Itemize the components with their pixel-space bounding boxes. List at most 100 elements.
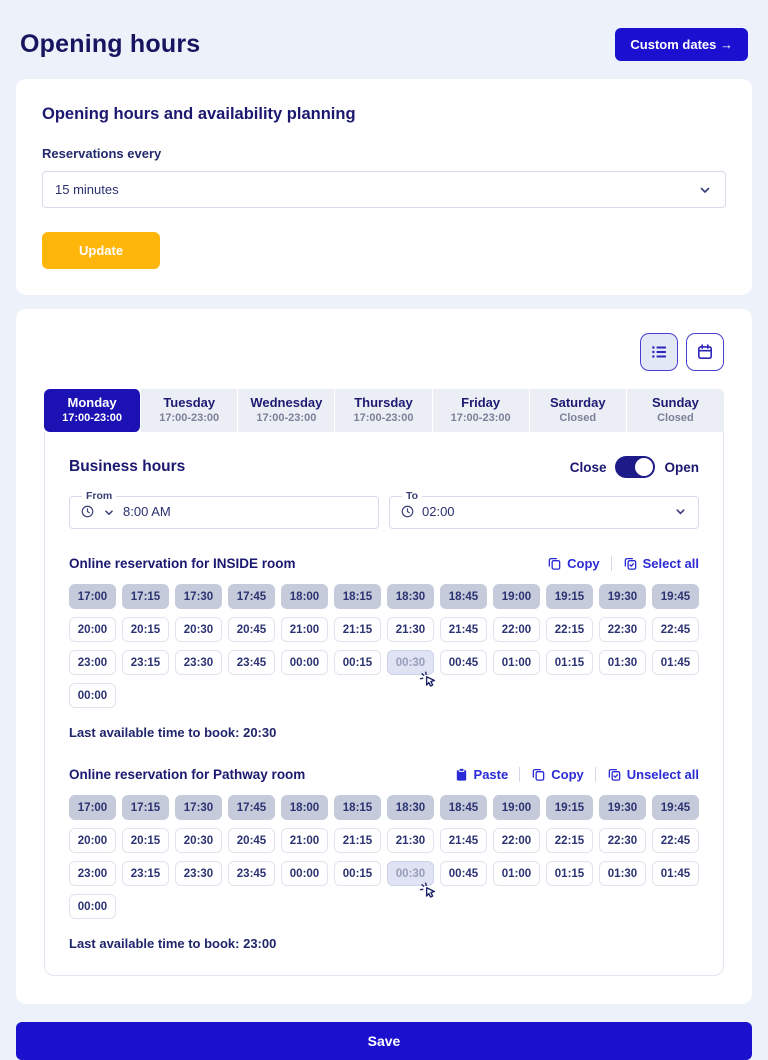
tab-saturday[interactable]: Saturday Closed	[529, 389, 627, 432]
time-slot-18:30[interactable]: 18:30	[387, 584, 434, 609]
tab-tuesday[interactable]: Tuesday 17:00-23:00	[141, 389, 239, 432]
time-slot-21:15[interactable]: 21:15	[334, 617, 381, 642]
time-slot-01:00[interactable]: 01:00	[493, 861, 540, 886]
to-time-field[interactable]: To 02:00	[389, 490, 699, 529]
time-slot-17:45[interactable]: 17:45	[228, 584, 275, 609]
time-slot-21:45[interactable]: 21:45	[440, 828, 487, 853]
time-slot-18:45[interactable]: 18:45	[440, 795, 487, 820]
time-slot-00:30[interactable]: 00:30	[387, 650, 436, 687]
close-label: Close	[569, 459, 607, 475]
time-slot-21:15[interactable]: 21:15	[334, 828, 381, 853]
tab-sunday[interactable]: Sunday Closed	[626, 389, 724, 432]
time-slot-00:45[interactable]: 00:45	[440, 650, 487, 675]
time-slot-19:15[interactable]: 19:15	[546, 795, 593, 820]
time-slot-17:15[interactable]: 17:15	[122, 795, 169, 820]
time-slot-23:30[interactable]: 23:30	[175, 650, 222, 675]
time-slot-21:30[interactable]: 21:30	[387, 617, 434, 642]
time-slot-01:00[interactable]: 01:00	[493, 650, 540, 675]
time-slot-00:00[interactable]: 00:00	[281, 650, 328, 675]
time-slot-18:00[interactable]: 18:00	[281, 795, 328, 820]
time-slot-00:30[interactable]: 00:30	[387, 861, 436, 898]
time-slot-23:45[interactable]: 23:45	[228, 650, 275, 675]
time-slot-18:15[interactable]: 18:15	[334, 584, 381, 609]
time-slot-01:30[interactable]: 01:30	[599, 650, 646, 675]
copy-action[interactable]: Copy	[547, 556, 600, 571]
time-slot-22:45[interactable]: 22:45	[652, 617, 699, 642]
time-slot-17:00[interactable]: 17:00	[69, 584, 116, 609]
time-slot-20:00[interactable]: 20:00	[69, 828, 116, 853]
tab-thursday[interactable]: Thursday 17:00-23:00	[335, 389, 433, 432]
calendar-view-button[interactable]	[686, 333, 724, 371]
paste-icon	[454, 767, 469, 782]
tab-friday[interactable]: Friday 17:00-23:00	[432, 389, 530, 432]
time-slot-17:00[interactable]: 17:00	[69, 795, 116, 820]
time-slot-19:00[interactable]: 19:00	[493, 584, 540, 609]
time-slot-00:00[interactable]: 00:00	[69, 894, 116, 919]
time-slot-01:30[interactable]: 01:30	[599, 861, 646, 886]
time-slot-20:15[interactable]: 20:15	[122, 617, 169, 642]
from-time-field[interactable]: From 8:00 AM	[69, 490, 379, 529]
room-title: Online reservation for INSIDE room	[69, 556, 296, 571]
time-slot-19:15[interactable]: 19:15	[546, 584, 593, 609]
time-slot-22:00[interactable]: 22:00	[493, 617, 540, 642]
time-slot-22:45[interactable]: 22:45	[652, 828, 699, 853]
time-slot-18:45[interactable]: 18:45	[440, 584, 487, 609]
time-slot-23:00[interactable]: 23:00	[69, 650, 116, 675]
business-hours-toggle[interactable]	[615, 456, 656, 478]
tab-wednesday[interactable]: Wednesday 17:00-23:00	[238, 389, 336, 432]
copy-icon	[547, 556, 562, 571]
time-slot-23:15[interactable]: 23:15	[122, 650, 169, 675]
time-slot-21:00[interactable]: 21:00	[281, 828, 328, 853]
select-all-action[interactable]: Select all	[623, 556, 699, 571]
time-slot-21:45[interactable]: 21:45	[440, 617, 487, 642]
time-slot-20:45[interactable]: 20:45	[228, 617, 275, 642]
time-slot-18:15[interactable]: 18:15	[334, 795, 381, 820]
time-slot-17:15[interactable]: 17:15	[122, 584, 169, 609]
time-slot-22:30[interactable]: 22:30	[599, 828, 646, 853]
time-slot-19:30[interactable]: 19:30	[599, 584, 646, 609]
time-slot-21:00[interactable]: 21:00	[281, 617, 328, 642]
time-slot-20:30[interactable]: 20:30	[175, 828, 222, 853]
time-slot-19:45[interactable]: 19:45	[652, 795, 699, 820]
time-slot-19:30[interactable]: 19:30	[599, 795, 646, 820]
update-button[interactable]: Update	[42, 232, 161, 269]
time-slot-19:45[interactable]: 19:45	[652, 584, 699, 609]
time-slot-23:15[interactable]: 23:15	[122, 861, 169, 886]
custom-dates-button[interactable]: Custom dates →	[615, 28, 748, 61]
time-slot-20:00[interactable]: 20:00	[69, 617, 116, 642]
time-slot-20:15[interactable]: 20:15	[122, 828, 169, 853]
time-slot-18:00[interactable]: 18:00	[281, 584, 328, 609]
time-slot-00:15[interactable]: 00:15	[334, 861, 381, 886]
time-slot-23:45[interactable]: 23:45	[228, 861, 275, 886]
time-slot-01:15[interactable]: 01:15	[546, 650, 593, 675]
action-label: Copy	[567, 556, 600, 571]
copy-action[interactable]: Copy	[531, 767, 584, 782]
time-slot-00:15[interactable]: 00:15	[334, 650, 381, 675]
time-slot-00:00[interactable]: 00:00	[281, 861, 328, 886]
time-slot-00:45[interactable]: 00:45	[440, 861, 487, 886]
time-slot-01:45[interactable]: 01:45	[652, 861, 699, 886]
reservation-interval-select[interactable]: 15 minutes	[42, 171, 726, 208]
time-slot-01:15[interactable]: 01:15	[546, 861, 593, 886]
unselect-all-action[interactable]: Unselect all	[607, 767, 699, 782]
time-slot-22:00[interactable]: 22:00	[493, 828, 540, 853]
paste-action[interactable]: Paste	[454, 767, 508, 782]
time-slot-18:30[interactable]: 18:30	[387, 795, 434, 820]
time-slot-17:45[interactable]: 17:45	[228, 795, 275, 820]
time-slot-01:45[interactable]: 01:45	[652, 650, 699, 675]
time-slot-20:30[interactable]: 20:30	[175, 617, 222, 642]
time-slot-22:15[interactable]: 22:15	[546, 617, 593, 642]
time-slot-17:30[interactable]: 17:30	[175, 584, 222, 609]
time-slot-21:30[interactable]: 21:30	[387, 828, 434, 853]
time-slot-17:30[interactable]: 17:30	[175, 795, 222, 820]
save-button[interactable]: Save	[16, 1022, 752, 1060]
time-slot-20:45[interactable]: 20:45	[228, 828, 275, 853]
time-slot-00:00[interactable]: 00:00	[69, 683, 116, 708]
list-view-button[interactable]	[640, 333, 678, 371]
tab-monday[interactable]: Monday 17:00-23:00	[44, 389, 142, 432]
time-slot-23:00[interactable]: 23:00	[69, 861, 116, 886]
time-slot-22:30[interactable]: 22:30	[599, 617, 646, 642]
time-slot-22:15[interactable]: 22:15	[546, 828, 593, 853]
time-slot-23:30[interactable]: 23:30	[175, 861, 222, 886]
time-slot-19:00[interactable]: 19:00	[493, 795, 540, 820]
